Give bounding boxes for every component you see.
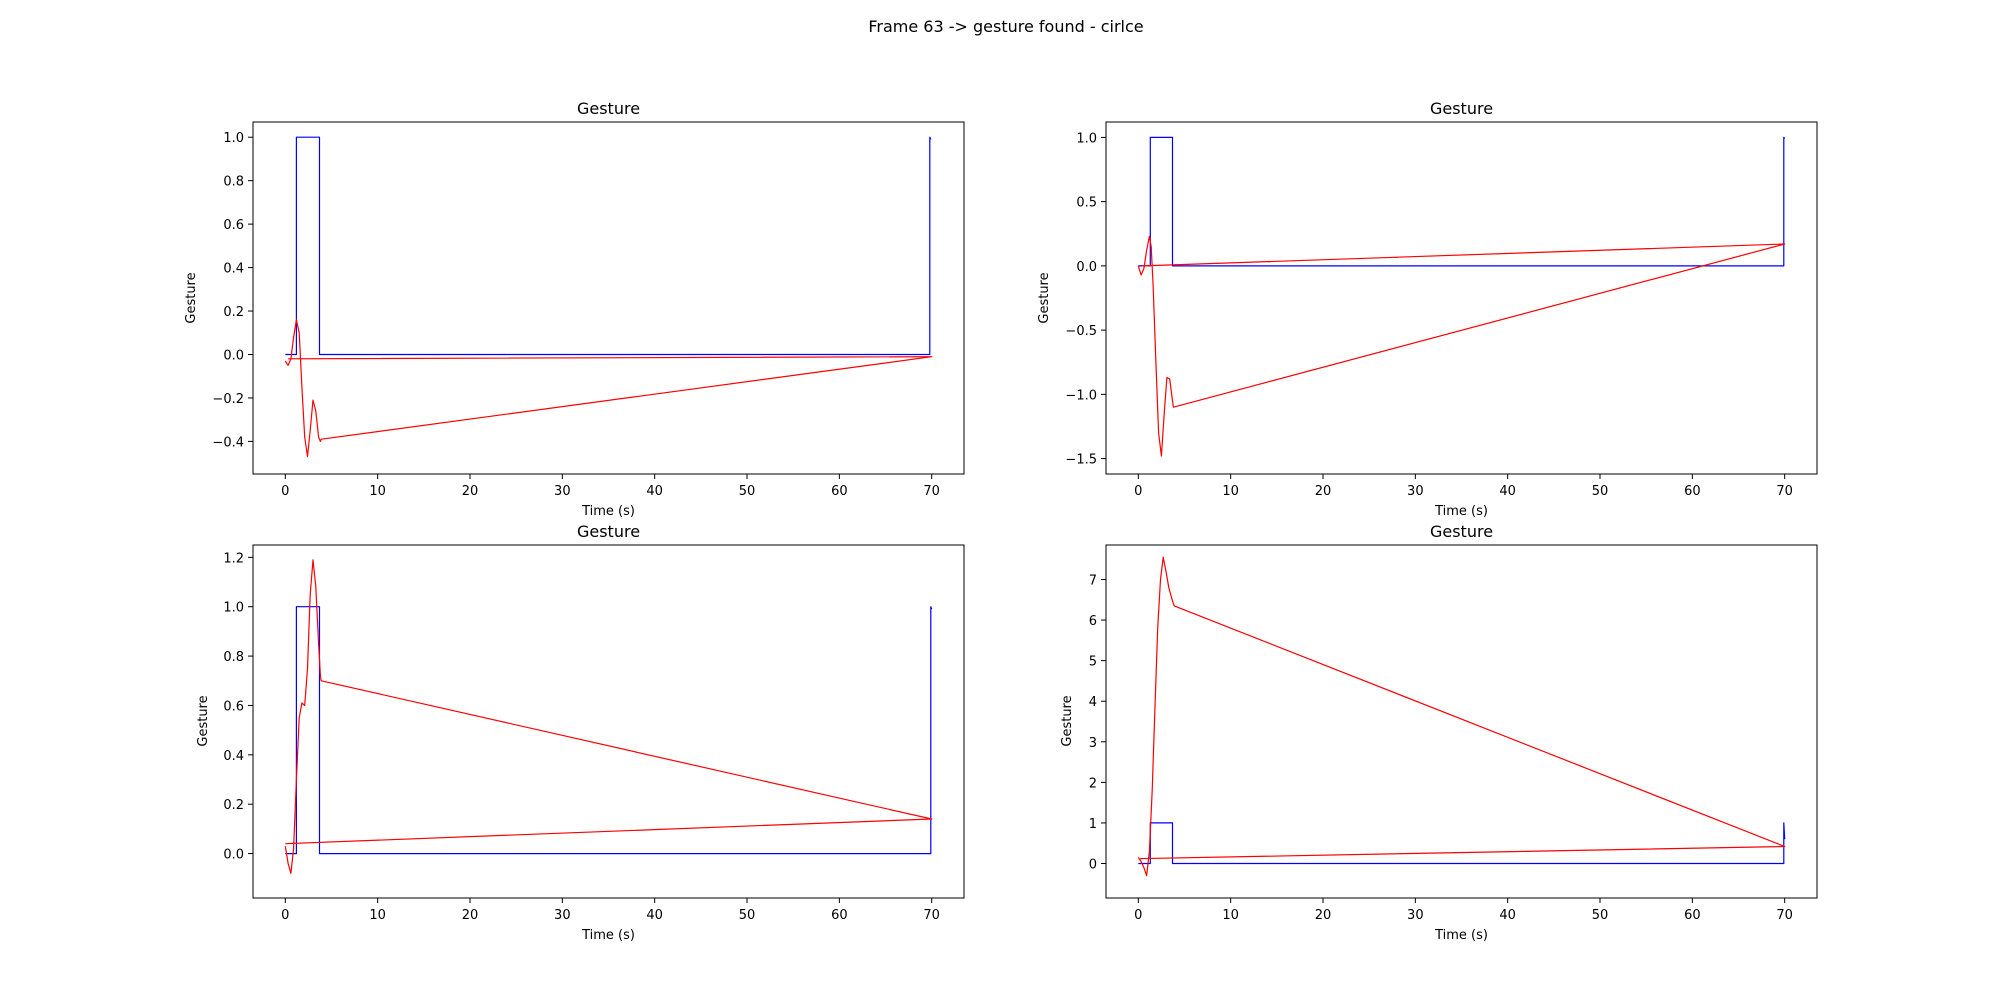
plot-area [284, 559, 933, 874]
y-tick-label: 0.5 [1076, 196, 1097, 211]
y-tick-label: 6 [1089, 614, 1097, 629]
x-tick-label: 20 [462, 908, 479, 923]
y-tick-label: 0.6 [223, 218, 244, 233]
y-tick-label: 0.4 [223, 262, 244, 277]
x-tick-label: 40 [646, 484, 663, 499]
x-tick-label: 60 [1684, 484, 1701, 499]
y-tick-label: −0.5 [1065, 324, 1097, 339]
x-tick-label: 70 [1776, 908, 1793, 923]
x-tick-label: 10 [369, 484, 386, 499]
subplot-1: 0 10 20 30 40 50 60 70 −0.4 −0.2 0.0 0.2 0.4 0.6 0.8 1.… [184, 99, 965, 519]
x-tick-label: 60 [831, 484, 848, 499]
series-line-1 [285, 606, 933, 855]
x-tick-label: 50 [1592, 484, 1609, 499]
axes-frame [252, 121, 965, 475]
x-tick-label: 0 [281, 908, 289, 923]
series-line-2 [284, 559, 933, 874]
y-tick-label: 7 [1089, 573, 1097, 588]
series-line-1 [285, 136, 932, 356]
x-tick-label: 70 [923, 484, 940, 499]
y-axis-label: Gesture [196, 695, 211, 746]
y-tick-label: −1.0 [1065, 388, 1097, 403]
y-axis-label: Gesture [1037, 272, 1052, 323]
series-line-2 [1137, 235, 1786, 457]
x-tick-label: 20 [462, 484, 479, 499]
y-tick-label: 2 [1089, 776, 1097, 791]
x-tick-label: 30 [1407, 484, 1424, 499]
y-tick-label: 3 [1089, 736, 1097, 751]
x-tick-label: 0 [1134, 484, 1142, 499]
axes-frame [1105, 544, 1818, 899]
plot-area [1137, 556, 1786, 877]
subplot-title: Gesture [577, 99, 640, 118]
x-tick-label: 20 [1315, 908, 1332, 923]
x-axis-label: Time (s) [581, 504, 635, 519]
x-tick-label: 40 [1499, 908, 1516, 923]
series-line-2 [284, 319, 933, 458]
y-tick-label: 0.0 [1076, 260, 1097, 275]
x-tick-label: 40 [646, 908, 663, 923]
y-tick-label: 4 [1089, 695, 1097, 710]
subplot-2: 0 10 20 30 40 50 60 70 −1.5 −1.0 −0.5 0.0 0.5 1.0 Gest… [1037, 99, 1818, 519]
x-tick-label: 0 [1134, 908, 1142, 923]
x-tick-label: 60 [1684, 908, 1701, 923]
y-tick-label: −0.4 [212, 435, 244, 450]
x-tick-label: 20 [1315, 484, 1332, 499]
subplot-3: 0 10 20 30 40 50 60 70 0.0 0.2 0.4 0.6 0.8 1.0 1.2 Gest… [196, 522, 965, 943]
x-tick-label: 10 [1222, 484, 1239, 499]
y-axis-label: Gesture [1060, 695, 1075, 746]
x-tick-label: 30 [1407, 908, 1424, 923]
y-tick-label: 1.2 [223, 551, 244, 566]
x-axis-label: Time (s) [1434, 504, 1488, 519]
y-tick-label: 0.0 [223, 348, 244, 363]
x-tick-label: 0 [281, 484, 289, 499]
y-tick-label: 0.4 [223, 749, 244, 764]
x-tick-label: 10 [369, 908, 386, 923]
axes-frame [1105, 121, 1818, 475]
subplot-title: Gesture [577, 522, 640, 541]
y-tick-label: 5 [1089, 655, 1097, 670]
y-tick-label: 1 [1089, 817, 1097, 832]
x-tick-label: 30 [554, 484, 571, 499]
y-tick-label: 0.2 [223, 798, 244, 813]
y-tick-label: 1.0 [223, 131, 244, 146]
x-tick-label: 50 [1592, 908, 1609, 923]
subplot-title: Gesture [1430, 99, 1493, 118]
x-tick-label: 10 [1222, 908, 1239, 923]
y-tick-label: 0 [1089, 858, 1097, 873]
x-tick-label: 50 [739, 484, 756, 499]
y-tick-label: −1.5 [1065, 453, 1097, 468]
x-tick-label: 70 [923, 908, 940, 923]
series-line-2 [1137, 556, 1786, 877]
y-tick-label: 0.8 [223, 650, 244, 665]
x-tick-label: 30 [554, 908, 571, 923]
subplot-4: 0 10 20 30 40 50 60 70 0 1 2 3 4 5 6 7 Gesture Time (s) Ge… [1060, 522, 1818, 943]
figure-suptitle: Frame 63 -> gesture found - cirlce [868, 17, 1143, 36]
y-axis-label: Gesture [184, 272, 199, 323]
y-tick-label: 0.6 [223, 699, 244, 714]
y-tick-label: 0.8 [223, 175, 244, 190]
x-tick-label: 70 [1776, 484, 1793, 499]
series-line-1 [1138, 822, 1786, 865]
plot-area [1137, 136, 1786, 457]
y-tick-label: 1.0 [1076, 131, 1097, 146]
x-axis-label: Time (s) [581, 928, 635, 943]
y-tick-label: 0.0 [223, 848, 244, 863]
x-tick-label: 50 [739, 908, 756, 923]
x-axis-label: Time (s) [1434, 928, 1488, 943]
y-tick-label: 0.2 [223, 305, 244, 320]
plot-area [284, 136, 933, 458]
x-tick-label: 40 [1499, 484, 1516, 499]
x-tick-label: 60 [831, 908, 848, 923]
subplot-title: Gesture [1430, 522, 1493, 541]
y-tick-label: −0.2 [212, 392, 244, 407]
y-tick-label: 1.0 [223, 601, 244, 616]
axes-frame [252, 544, 965, 899]
